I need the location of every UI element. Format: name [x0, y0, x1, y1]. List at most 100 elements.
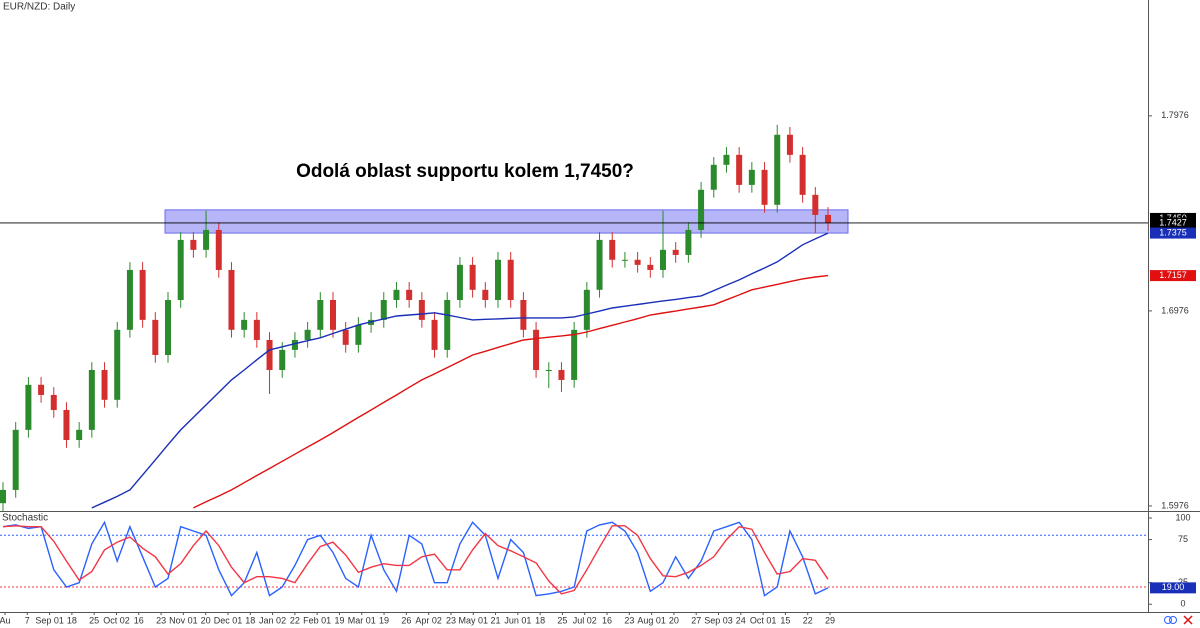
candle-body — [710, 164, 717, 190]
candle-body — [317, 299, 324, 330]
candle-body — [495, 259, 501, 300]
candle-body — [774, 134, 781, 205]
candle-body — [418, 299, 425, 320]
candle-body — [723, 154, 730, 165]
candle-body — [634, 259, 641, 265]
candle-body — [647, 264, 654, 270]
x-tick-label: Mar 01 — [348, 615, 376, 625]
candle-body — [266, 339, 273, 370]
x-tick-label: 21 — [491, 615, 501, 625]
candle-body — [736, 154, 743, 185]
candle-body — [672, 249, 679, 255]
y-tick-label: 100 — [1175, 512, 1190, 522]
candle-body — [507, 259, 514, 300]
x-tick-label: 22 — [803, 615, 813, 625]
candle-body — [520, 299, 527, 330]
x-tick-label: May 01 — [458, 615, 488, 625]
x-tick-label: 18 — [535, 615, 545, 625]
y-tick-label: 75 — [1178, 534, 1188, 544]
candle-body — [482, 289, 489, 300]
x-tick-label: 18 — [67, 615, 77, 625]
candle-body — [177, 239, 184, 300]
price-label: 1.7427 — [1159, 217, 1187, 227]
icon[interactable] — [1164, 616, 1172, 624]
x-tick-label: 19 — [334, 615, 344, 625]
candle-body — [380, 299, 387, 320]
candle-body — [203, 229, 210, 250]
x-tick-label: 22 — [290, 615, 300, 625]
price-label: 1.7157 — [1159, 270, 1187, 280]
toolbar-icons[interactable] — [1164, 615, 1193, 625]
chart-layer: 1.59761.69761.7976025751001.74501.74271.… — [0, 110, 1196, 625]
title-bg — [0, 0, 62, 12]
candle-body — [76, 429, 83, 441]
x-tick-label: Au — [0, 615, 11, 625]
x-tick-label: 26 — [401, 615, 411, 625]
icon[interactable] — [1169, 616, 1177, 624]
candle-body — [152, 319, 159, 355]
x-tick-label: 20 — [669, 615, 679, 625]
y-tick-label: 25 — [1178, 577, 1188, 587]
stoch-label-box — [1150, 582, 1196, 594]
candle-body — [660, 249, 666, 270]
x-tick-label: Oct 01 — [750, 615, 777, 625]
candle-body — [342, 329, 349, 345]
x-tick-label: 20 — [201, 615, 211, 625]
price-label: 1.7375 — [1159, 227, 1187, 237]
x-tick-label: 29 — [825, 615, 835, 625]
moving-average — [193, 274, 829, 509]
x-tick-label: Feb 01 — [303, 615, 331, 625]
candle-body — [685, 229, 692, 255]
y-tick-label: 1.5976 — [1161, 500, 1189, 510]
candle-body — [38, 384, 45, 395]
candle-body — [444, 299, 451, 350]
x-tick-label: 7 — [25, 615, 30, 625]
stoch-title: Stochastic — [2, 513, 48, 524]
y-tick-label: 1.6976 — [1161, 305, 1189, 315]
stoch-label: 19.00 — [1162, 582, 1185, 592]
candle-body — [304, 329, 311, 340]
candle-body — [698, 189, 705, 230]
candle-body — [825, 214, 831, 223]
candle-body — [786, 134, 793, 155]
x-tick-label: 23 — [624, 615, 634, 625]
stochastic-panel — [0, 520, 1148, 597]
stoch-line — [2, 525, 829, 595]
x-tick-label: 16 — [134, 615, 144, 625]
candle-body — [583, 289, 590, 330]
candle-body — [469, 264, 476, 290]
x-tick-label: Nov 01 — [169, 615, 198, 625]
x-tick-label: Jul 02 — [573, 615, 597, 625]
candle-body — [571, 329, 578, 380]
x-tick-label: 25 — [557, 615, 567, 625]
candle-body — [291, 339, 298, 350]
support-zone — [164, 209, 849, 234]
x-tick-label: 27 — [691, 615, 701, 625]
candle-body — [748, 169, 755, 185]
icon[interactable] — [1183, 615, 1193, 625]
candle-body — [50, 394, 57, 410]
x-tick-label: Sep 01 — [35, 615, 64, 625]
candle-body — [63, 409, 70, 441]
x-tick-label: Sep 03 — [704, 615, 733, 625]
candle-body — [279, 349, 286, 370]
x-tick-label: 15 — [780, 615, 790, 625]
candle-body — [393, 289, 400, 300]
candle-body — [253, 319, 260, 340]
stoch-title-bg — [0, 512, 40, 524]
candle-body — [114, 329, 121, 400]
candle-body — [139, 269, 146, 320]
x-tick-label: Jan 02 — [259, 615, 286, 625]
candle-body — [165, 299, 171, 355]
price-panel — [0, 124, 849, 511]
candle-body — [533, 329, 540, 370]
price-label-box — [1150, 217, 1196, 229]
x-tick-label: Dec 01 — [214, 615, 243, 625]
candle-body — [456, 264, 463, 300]
x-tick-label: 25 — [89, 615, 99, 625]
candle-body — [12, 429, 19, 490]
candle-body — [609, 239, 616, 260]
candle-body — [621, 259, 628, 261]
